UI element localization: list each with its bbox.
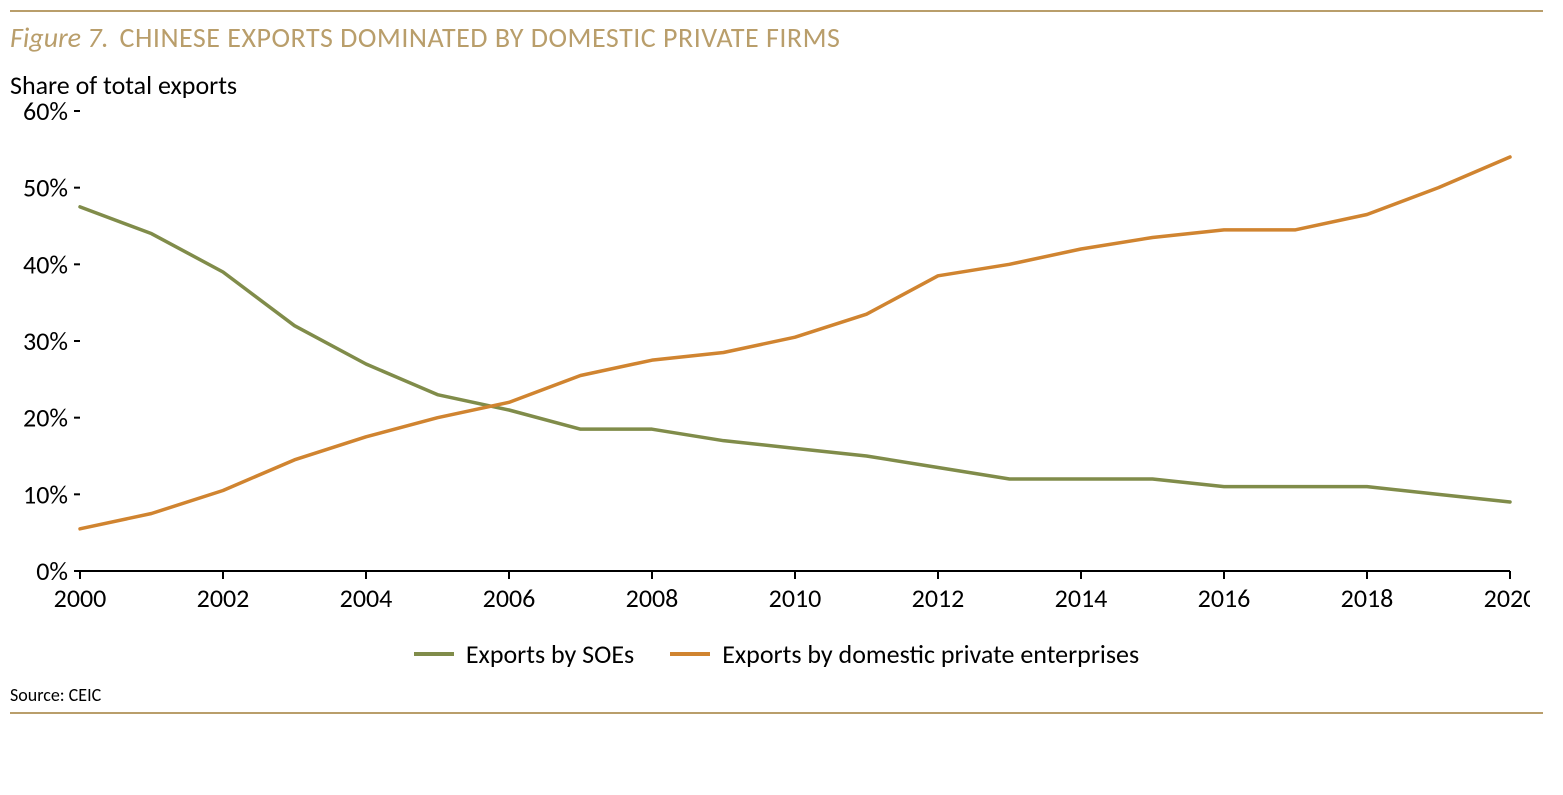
y-tick-label: 30% bbox=[23, 325, 68, 357]
series-private bbox=[80, 157, 1510, 529]
x-tick-label: 2006 bbox=[483, 582, 536, 614]
chart-plot-area: 0%10%20%30%40%50%60%20002002200420062008… bbox=[10, 101, 1543, 621]
title-row: Figure 7. CHINESE EXPORTS DOMINATED BY D… bbox=[10, 10, 1543, 55]
y-tick-label: 50% bbox=[23, 172, 68, 204]
series-soe bbox=[80, 207, 1510, 502]
figure-title: CHINESE EXPORTS DOMINATED BY DOMESTIC PR… bbox=[120, 20, 841, 55]
x-tick-label: 2008 bbox=[626, 582, 679, 614]
line-chart: 0%10%20%30%40%50%60%20002002200420062008… bbox=[10, 101, 1530, 621]
x-tick-label: 2018 bbox=[1341, 582, 1394, 614]
legend-swatch-private bbox=[670, 652, 710, 656]
figure-label: Figure 7. bbox=[10, 20, 109, 55]
x-tick-label: 2002 bbox=[197, 582, 250, 614]
x-tick-label: 2000 bbox=[54, 582, 107, 614]
x-tick-label: 2020 bbox=[1484, 582, 1530, 614]
x-tick-label: 2016 bbox=[1198, 582, 1251, 614]
x-tick-label: 2010 bbox=[769, 582, 822, 614]
y-axis: 0%10%20%30%40%50%60% bbox=[23, 101, 80, 587]
legend: Exports by SOEs Exports by domestic priva… bbox=[10, 631, 1543, 670]
legend-item-soe: Exports by SOEs bbox=[414, 638, 634, 670]
x-tick-label: 2014 bbox=[1055, 582, 1108, 614]
figure-container: Figure 7. CHINESE EXPORTS DOMINATED BY D… bbox=[0, 0, 1563, 795]
legend-label-soe: Exports by SOEs bbox=[466, 638, 634, 670]
x-tick-label: 2012 bbox=[912, 582, 965, 614]
x-tick-label: 2004 bbox=[340, 582, 393, 614]
y-tick-label: 40% bbox=[23, 248, 68, 280]
legend-item-private: Exports by domestic private enterprises bbox=[670, 638, 1139, 670]
source-citation: Source: CEIC bbox=[10, 684, 1543, 714]
legend-label-private: Exports by domestic private enterprises bbox=[722, 638, 1139, 670]
y-tick-label: 60% bbox=[23, 101, 68, 127]
x-axis: 2000 2002 2004 2006 2008 2010 2012 2014 2016 2018… bbox=[54, 571, 1530, 614]
y-axis-title: Share of total exports bbox=[10, 69, 1543, 101]
y-tick-label: 20% bbox=[23, 402, 68, 434]
y-tick-label: 10% bbox=[23, 478, 68, 510]
legend-swatch-soe bbox=[414, 652, 454, 656]
